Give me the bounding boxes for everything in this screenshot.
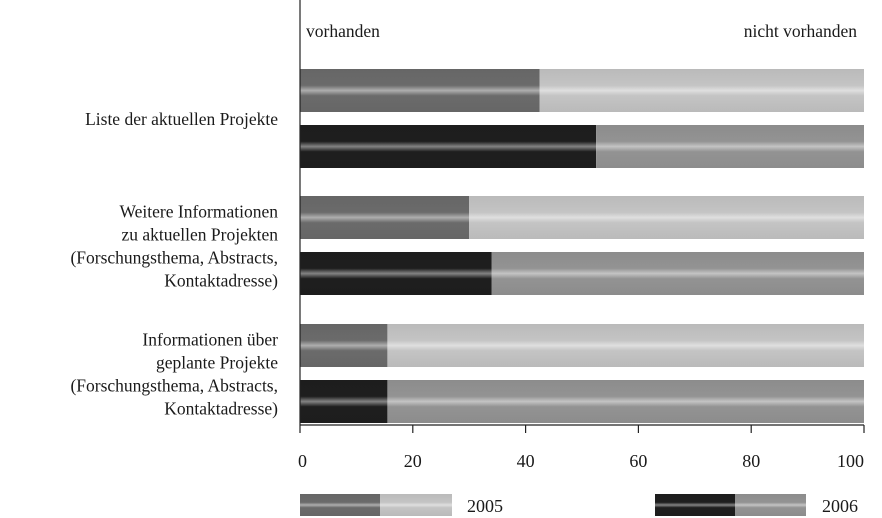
bar-2006-cat2-nicht-vorhanden (491, 252, 864, 295)
bar-2006-cat3-vorhanden (300, 380, 388, 423)
x-tick-label-20: 20 (404, 451, 422, 471)
category-label-2-line-4: Kontaktadresse) (164, 271, 278, 291)
category-label-3-line-1: Informationen über (142, 330, 278, 350)
plot-frame (299, 0, 864, 426)
x-axis-ticks: 0 20 40 60 80 100 (298, 425, 865, 471)
bar-2005-cat3-nicht-vorhanden (387, 324, 864, 367)
bar-2006-cat2-vorhanden (300, 252, 492, 295)
bar-2006-cat1-vorhanden (300, 125, 597, 168)
legend-swatch-2006-vorhanden (655, 494, 735, 516)
category-label-2-line-3: (Forschungsthema, Abstracts, (70, 248, 278, 268)
bars-group (300, 69, 864, 423)
category-label-2-line-2: zu aktuellen Projekten (122, 225, 279, 245)
x-tick-label-40: 40 (517, 451, 535, 471)
legend: 2005 2006 (300, 494, 858, 516)
bar-2005-cat3-vorhanden (300, 324, 388, 367)
legend-label-2005: 2005 (467, 496, 503, 516)
header-nicht-vorhanden: nicht vorhanden (744, 21, 857, 41)
category-label-3-line-4: Kontaktadresse) (164, 399, 278, 419)
category-labels: Liste der aktuellen Projekte Weitere Info… (70, 109, 278, 419)
x-tick-label-0: 0 (298, 451, 307, 471)
bar-2006-cat1-nicht-vorhanden (596, 125, 864, 168)
category-label-2-line-1: Weitere Informationen (120, 202, 279, 222)
legend-swatch-2005-vorhanden (300, 494, 380, 516)
header-vorhanden: vorhanden (306, 21, 380, 41)
category-label-1-line-1: Liste der aktuellen Projekte (85, 109, 278, 129)
bar-2006-cat3-nicht-vorhanden (387, 380, 864, 423)
x-tick-label-60: 60 (629, 451, 647, 471)
bar-2005-cat2-vorhanden (300, 196, 470, 239)
bar-2005-cat2-nicht-vorhanden (469, 196, 864, 239)
x-tick-label-80: 80 (742, 451, 760, 471)
legend-swatch-2005-nicht-vorhanden (380, 494, 452, 516)
bar-2005-cat1-nicht-vorhanden (539, 69, 864, 112)
category-label-3-line-3: (Forschungsthema, Abstracts, (70, 376, 278, 396)
legend-label-2006: 2006 (822, 496, 858, 516)
x-tick-label-100: 100 (837, 451, 864, 471)
legend-swatch-2006-nicht-vorhanden (735, 494, 806, 516)
category-label-3-line-2: geplante Projekte (156, 353, 278, 373)
bar-2005-cat1-vorhanden (300, 69, 540, 112)
